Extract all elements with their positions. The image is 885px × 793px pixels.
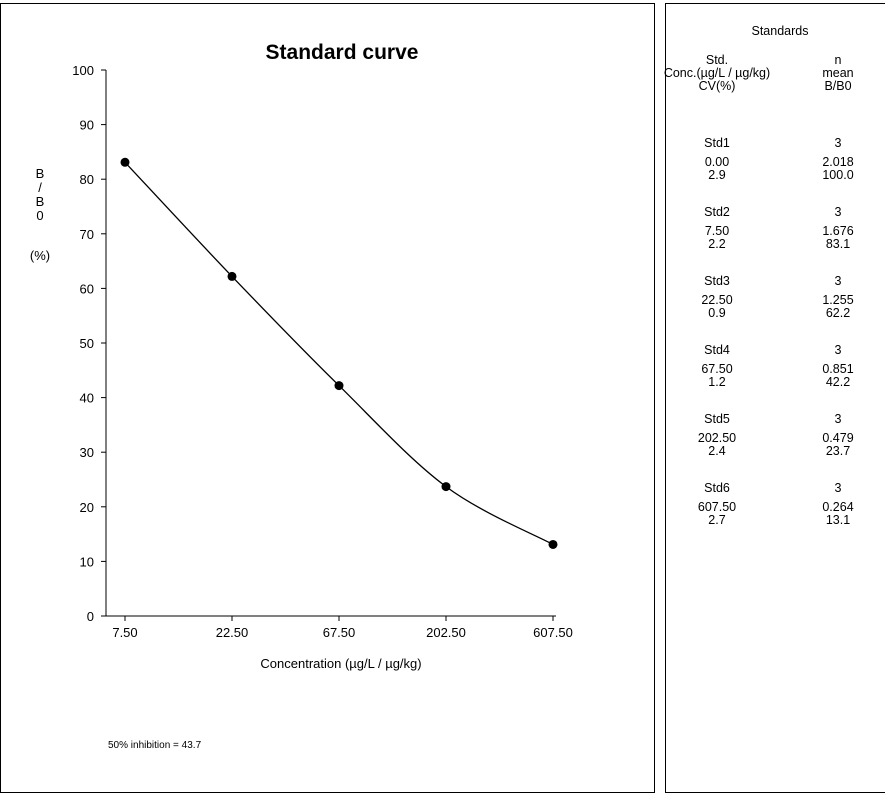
std-col2-header: n bbox=[835, 53, 842, 67]
y-tick-label: 40 bbox=[80, 391, 94, 406]
std-name: Std6 bbox=[704, 481, 730, 495]
std-mean: 0.479 bbox=[822, 431, 853, 445]
y-label-line: 0 bbox=[36, 208, 43, 223]
data-point bbox=[227, 271, 237, 281]
std-n: 3 bbox=[835, 136, 842, 150]
std-n: 3 bbox=[835, 274, 842, 288]
x-tick-label: 607.50 bbox=[533, 625, 573, 640]
y-tick-label: 0 bbox=[87, 609, 94, 624]
y-tick-label: 10 bbox=[80, 554, 94, 569]
std-cv: 2.2 bbox=[708, 237, 725, 251]
std-conc: 0.00 bbox=[705, 155, 729, 169]
std-name: Std3 bbox=[704, 274, 730, 288]
std-mean: 2.018 bbox=[822, 155, 853, 169]
std-conc: 202.50 bbox=[698, 431, 736, 445]
y-tick-label: 50 bbox=[80, 336, 94, 351]
series-curve bbox=[124, 161, 554, 546]
std-bb0: 62.2 bbox=[826, 306, 850, 320]
std-conc: 67.50 bbox=[701, 362, 732, 376]
std-mean: 0.264 bbox=[822, 500, 853, 514]
std-row: Std2 3 7.50 1.676 2.2 83.1 bbox=[704, 205, 854, 251]
std-mean: 1.676 bbox=[822, 224, 853, 238]
std-cv: 2.4 bbox=[708, 444, 725, 458]
std-name: Std2 bbox=[704, 205, 730, 219]
inhibition-note: 50% inhibition = 43.7 bbox=[108, 740, 202, 751]
std-bb0: 100.0 bbox=[822, 168, 853, 182]
std-cv: 0.9 bbox=[708, 306, 725, 320]
x-ticks: 7.50 22.50 67.50 202.50 607.50 bbox=[112, 616, 573, 640]
standard-curve-chart: Standard curve B/B0(%) Concentration (µg… bbox=[30, 24, 854, 751]
standards-panel bbox=[665, 3, 885, 793]
data-point bbox=[441, 482, 451, 492]
std-bb0: 83.1 bbox=[826, 237, 850, 251]
standards-rows: Std1 3 0.00 2.018 2.9 100.0 Std2 3 7.50 1.676 2.2 8… bbox=[698, 136, 854, 527]
standards-title: Standards bbox=[752, 24, 809, 38]
data-point bbox=[334, 381, 344, 391]
y-tick-label: 90 bbox=[80, 118, 94, 133]
y-tick-label: 20 bbox=[80, 500, 94, 515]
data-point bbox=[548, 539, 558, 549]
std-conc: 22.50 bbox=[701, 293, 732, 307]
std-bb0: 23.7 bbox=[826, 444, 850, 458]
x-tick-label: 67.50 bbox=[323, 625, 356, 640]
std-row: Std5 3 202.50 0.479 2.4 23.7 bbox=[698, 412, 854, 458]
x-tick-label: 22.50 bbox=[216, 625, 249, 640]
std-cv: 2.9 bbox=[708, 168, 725, 182]
y-label-line: B bbox=[36, 166, 45, 181]
std-name: Std1 bbox=[704, 136, 730, 150]
std-row: Std1 3 0.00 2.018 2.9 100.0 bbox=[704, 136, 854, 182]
std-col1-header: CV(%) bbox=[699, 79, 736, 93]
std-row: Std3 3 22.50 1.255 0.9 62.2 bbox=[701, 274, 853, 320]
x-tick-label: 202.50 bbox=[426, 625, 466, 640]
std-col1-header: Std. bbox=[706, 53, 728, 67]
std-n: 3 bbox=[835, 205, 842, 219]
data-point bbox=[120, 157, 130, 167]
std-mean: 0.851 bbox=[822, 362, 853, 376]
y-tick-label: 60 bbox=[80, 281, 94, 296]
std-name: Std4 bbox=[704, 343, 730, 357]
std-mean: 1.255 bbox=[822, 293, 853, 307]
std-bb0: 13.1 bbox=[826, 513, 850, 527]
x-axis-label: Concentration (µg/L / µg/kg) bbox=[260, 656, 421, 671]
std-row: Std4 3 67.50 0.851 1.2 42.2 bbox=[701, 343, 853, 389]
y-label-line: / bbox=[38, 180, 42, 195]
std-col2-header: mean bbox=[822, 66, 853, 80]
std-row: Std6 3 607.50 0.264 2.7 13.1 bbox=[698, 481, 854, 527]
y-label-line: B bbox=[36, 194, 45, 209]
std-col2-header: B/B0 bbox=[824, 79, 851, 93]
y-tick-label: 30 bbox=[80, 445, 94, 460]
std-conc: 607.50 bbox=[698, 500, 736, 514]
std-cv: 1.2 bbox=[708, 375, 725, 389]
y-tick-label: 80 bbox=[80, 172, 94, 187]
data-points bbox=[120, 157, 558, 549]
std-n: 3 bbox=[835, 412, 842, 426]
std-bb0: 42.2 bbox=[826, 375, 850, 389]
y-label-unit: (%) bbox=[30, 248, 50, 263]
std-cv: 2.7 bbox=[708, 513, 725, 527]
chart-title: Standard curve bbox=[266, 41, 419, 64]
chart-panel bbox=[0, 3, 655, 793]
std-name: Std5 bbox=[704, 412, 730, 426]
std-col1-header: Conc.(µg/L / µg/kg) bbox=[664, 66, 770, 80]
std-n: 3 bbox=[835, 343, 842, 357]
y-tick-label: 100 bbox=[72, 63, 94, 78]
x-tick-label: 7.50 bbox=[112, 625, 137, 640]
y-ticks: 0 10 20 30 40 50 60 70 80 90 100 bbox=[72, 63, 106, 624]
std-conc: 7.50 bbox=[705, 224, 729, 238]
y-axis-label: B/B0(%) bbox=[30, 166, 50, 263]
std-n: 3 bbox=[835, 481, 842, 495]
y-tick-label: 70 bbox=[80, 227, 94, 242]
